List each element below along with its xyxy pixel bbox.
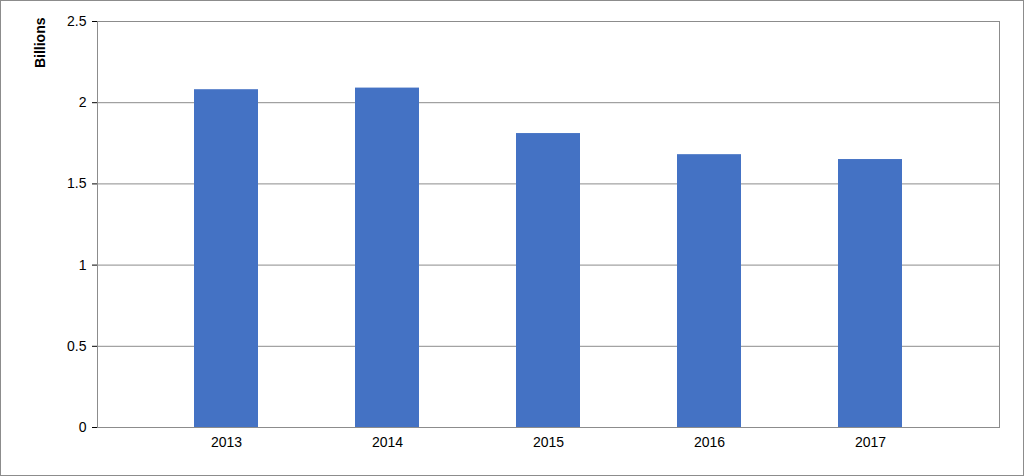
svg-text:0.5: 0.5 [67,338,87,354]
svg-text:2016: 2016 [694,434,725,450]
svg-text:2014: 2014 [372,434,403,450]
svg-text:2.5: 2.5 [67,13,87,29]
svg-text:Billions: Billions [32,17,48,68]
svg-text:0: 0 [79,419,87,435]
svg-text:2017: 2017 [855,434,886,450]
svg-text:2013: 2013 [211,434,242,450]
svg-text:2: 2 [79,94,87,110]
svg-text:2015: 2015 [533,434,564,450]
svg-text:1: 1 [79,257,87,273]
svg-text:1.5: 1.5 [67,175,87,191]
